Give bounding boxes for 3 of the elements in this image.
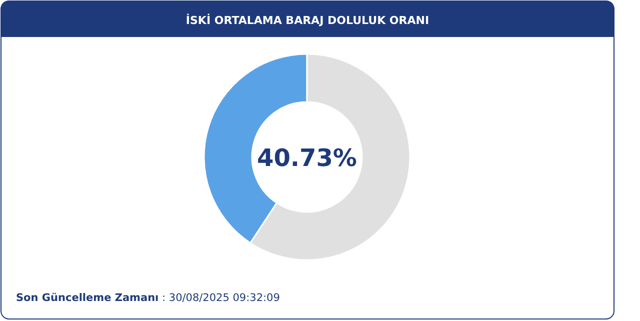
text: Son Güncelleme Zamanı : 30/08/2025 09:32:09 (16, 292, 280, 304)
chart-title: İSKİ ORTALAMA BARAJ DOLULUK ORANI (186, 13, 430, 27)
text: 40.73% (257, 144, 357, 172)
